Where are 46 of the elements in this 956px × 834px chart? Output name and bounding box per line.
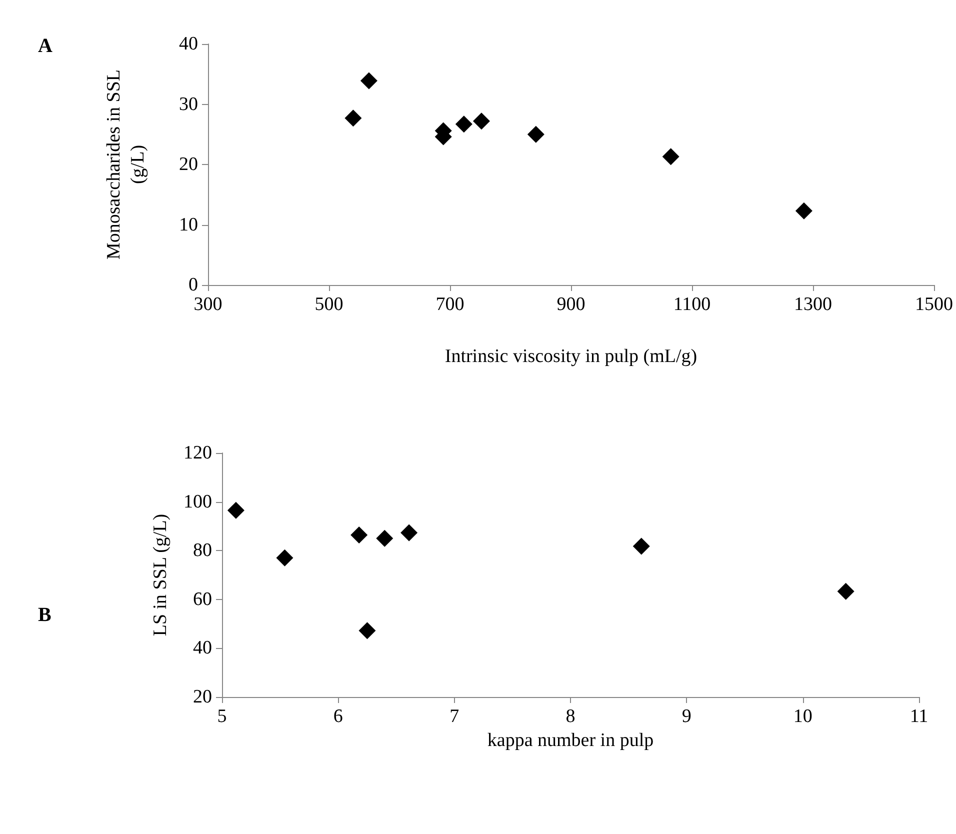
y-tick-label: 0: [188, 274, 198, 296]
y-tick-label: 100: [184, 491, 212, 512]
x-tick-label: 7: [450, 706, 460, 727]
point: [455, 116, 472, 133]
x-tick-label: 1300: [794, 294, 832, 315]
x-tick-label: 11: [910, 706, 928, 727]
x-tick-label: 1500: [915, 294, 953, 315]
point: [837, 582, 854, 600]
y-tick-label: 120: [184, 442, 212, 464]
x-tick-label: 5: [217, 706, 227, 727]
point: [472, 112, 490, 130]
point: [662, 148, 680, 166]
x-tick-label: 700: [436, 294, 464, 315]
y-tick-label: 40: [179, 34, 198, 54]
y-tick-label: 40: [193, 638, 212, 659]
x-axis-title: Intrinsic viscosity in pulp (mL/g): [444, 346, 698, 367]
y-tick-label: 60: [193, 588, 212, 610]
x-tick-label: 9: [682, 706, 692, 727]
y-tick-label: 20: [179, 154, 198, 175]
point: [632, 538, 650, 555]
point: [527, 126, 544, 143]
x-tick-label: 10: [793, 706, 812, 727]
x-tick-label: 1100: [673, 294, 711, 315]
y-tick-label: 10: [179, 214, 198, 236]
x-tick-label: 300: [194, 294, 222, 315]
y-axis-title: Monosaccharides in SSL (g/L): [104, 70, 148, 260]
y-tick-label: 30: [179, 94, 198, 115]
point: [227, 502, 244, 519]
point: [276, 549, 294, 566]
point: [795, 202, 812, 220]
x-tick-label: 900: [556, 294, 586, 315]
x-axis-title: kappa number in pulp: [487, 730, 654, 751]
y-axis-title: LS in SSL (g/L): [150, 514, 172, 636]
y-tick-label: 80: [193, 540, 212, 562]
point: [350, 526, 368, 544]
point: [358, 622, 376, 640]
text: B: [38, 604, 52, 626]
point: [360, 72, 378, 90]
x-tick-label: 6: [333, 706, 343, 727]
x-tick-label: 500: [314, 294, 344, 315]
y-tick-label: 20: [193, 686, 212, 708]
point: [344, 110, 362, 127]
text: A: [38, 35, 53, 57]
point: [400, 524, 418, 542]
point: [376, 530, 394, 547]
x-tick-label: 8: [566, 706, 576, 727]
